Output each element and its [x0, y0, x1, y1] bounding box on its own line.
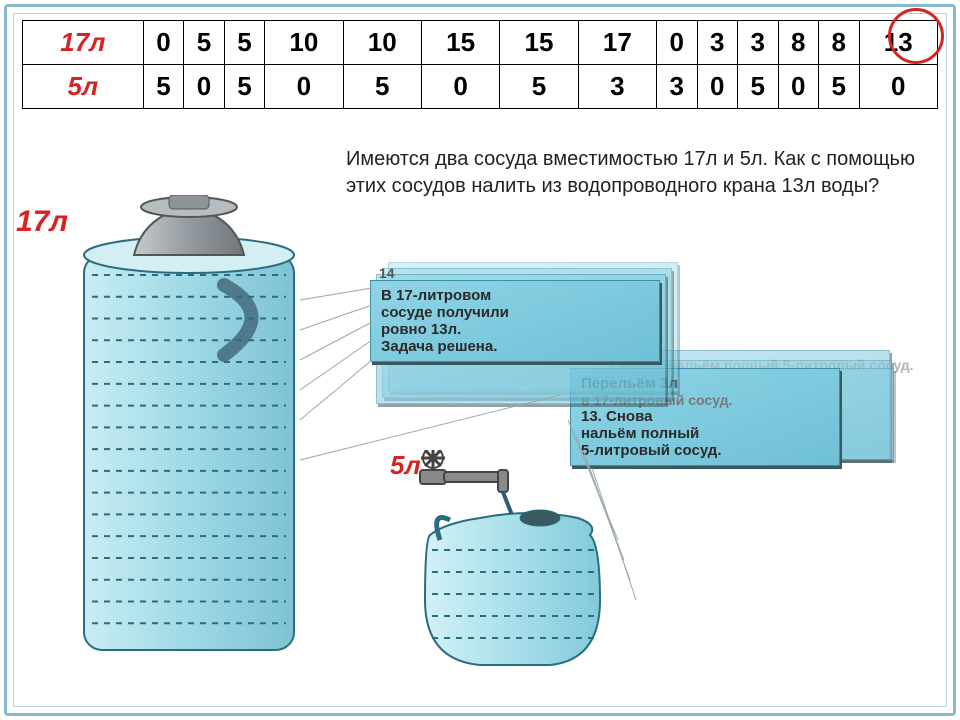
cell: 0: [184, 65, 225, 109]
cell: 15: [421, 21, 499, 65]
cell: 0: [265, 65, 343, 109]
final-value-circle: [888, 8, 944, 64]
vessel-17l: 17л: [74, 195, 304, 660]
cell: 5: [184, 21, 225, 65]
cell: 5: [819, 65, 860, 109]
cell: 8: [778, 21, 819, 65]
cell: 3: [657, 65, 698, 109]
cell: 8: [819, 21, 860, 65]
solution-table: 17л 0 5 5 10 10 15 15 17 0 3 3 8 8 13 5л…: [22, 20, 938, 109]
cell: 3: [578, 65, 656, 109]
cell: 5: [224, 65, 265, 109]
panel-text: ровно 13л.: [381, 321, 649, 338]
table-row: 5л 5 0 5 0 5 0 5 3 3 0 5 0 5 0: [23, 65, 938, 109]
step-number: 14: [379, 265, 395, 281]
cell: 5: [224, 21, 265, 65]
panel-front: 14 В 17-литровом сосуде получили ровно 1…: [370, 280, 660, 362]
panel-text: нальём полный: [581, 425, 829, 442]
cell: 0: [778, 65, 819, 109]
panel-text: Задача решена.: [381, 338, 649, 355]
cell: 5: [500, 65, 578, 109]
cell: 5: [738, 65, 779, 109]
row-header-17: 17л: [23, 21, 144, 65]
cell: 5: [343, 65, 421, 109]
cell: 10: [343, 21, 421, 65]
cell: 3: [738, 21, 779, 65]
row-header-5: 5л: [23, 65, 144, 109]
cell: 0: [143, 21, 184, 65]
cell: 15: [500, 21, 578, 65]
panel-text: 13. Снова: [581, 408, 829, 425]
step-panels: Снова нальём полный 5-литровый сосуд. Пе…: [370, 260, 920, 520]
cell: 0: [859, 65, 938, 109]
cell: 3: [697, 21, 738, 65]
vessel-17l-label: 17л: [16, 205, 68, 239]
panel-text: 5-литровый сосуд.: [581, 442, 829, 459]
cell: 10: [265, 21, 343, 65]
cell: 17: [578, 21, 656, 65]
panel-text: сосуде получили: [381, 304, 649, 321]
problem-text: Имеются два сосуда вместимостью 17л и 5л…: [346, 146, 920, 200]
cell: 5: [143, 65, 184, 109]
table-row: 17л 0 5 5 10 10 15 15 17 0 3 3 8 8 13: [23, 21, 938, 65]
vessel-17l-icon: [74, 195, 304, 660]
states-table: 17л 0 5 5 10 10 15 15 17 0 3 3 8 8 13 5л…: [22, 20, 938, 109]
cell: 0: [421, 65, 499, 109]
cell: 0: [697, 65, 738, 109]
panel-text: В 17-литровом: [381, 287, 649, 304]
cell: 0: [657, 21, 698, 65]
